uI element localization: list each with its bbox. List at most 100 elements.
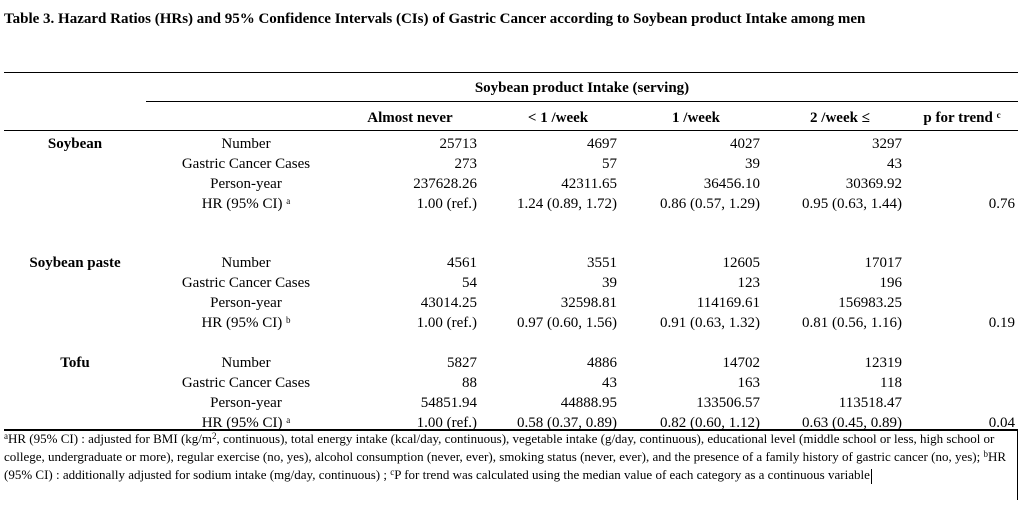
table-title: Table 3. Hazard Ratios (HRs) and 95% Con…	[4, 11, 866, 27]
row-label: HR (95% CI) b	[146, 313, 346, 333]
col-header-p-trend: p for trend c	[906, 108, 1018, 128]
table-cell: 196	[879, 275, 903, 291]
table-cell: 1.00 (ref.)	[416, 315, 477, 331]
row-label: Gastric Cancer Cases	[146, 154, 346, 174]
table-cell: 32598.81	[560, 295, 617, 311]
table-cell: 0.63 (0.45, 0.89)	[802, 415, 902, 431]
col-header-almost-never: Almost never	[367, 110, 453, 126]
table-cell: 43014.25	[420, 295, 477, 311]
table-cell: 4027	[730, 136, 760, 152]
row-label-text: Gastric Cancer Cases	[181, 156, 311, 172]
table-cell: 273	[454, 156, 478, 172]
table-cell: 0.91 (0.63, 1.32)	[660, 315, 760, 331]
row-label-text: Person-year	[210, 176, 282, 192]
row-label-sup: a	[286, 196, 291, 206]
p-trend-cell: 0.76	[988, 196, 1015, 212]
footnote-a-mark: a	[4, 431, 8, 441]
p-trend-cell: 0.04	[988, 415, 1015, 431]
row-label: Person-year	[146, 174, 346, 194]
footnote-a-text: HR (95% CI) : adjusted for BMI (kg/m	[8, 431, 213, 446]
top-rule	[4, 72, 1018, 73]
group-name: Tofu	[60, 355, 90, 371]
table-cell: 42311.65	[561, 176, 617, 192]
table-cell: 12605	[722, 255, 761, 271]
footnote-right-border	[1017, 430, 1018, 500]
row-label-text: HR (95% CI)	[201, 196, 283, 212]
table-cell: 0.81 (0.56, 1.16)	[802, 315, 902, 331]
col-header-2-week: 2 /week ≤	[810, 110, 870, 126]
table-cell: 30369.92	[845, 176, 902, 192]
footnote: aHR (95% CI) : adjusted for BMI (kg/m2, …	[4, 430, 1014, 484]
group-name: Soybean paste	[29, 255, 121, 271]
row-label-text: Number	[221, 355, 271, 371]
row-label: Person-year	[146, 393, 346, 413]
row-label-sup: b	[286, 315, 291, 325]
row-label-text: Gastric Cancer Cases	[181, 275, 311, 291]
text-cursor	[870, 468, 872, 484]
table-cell: 0.86 (0.57, 1.29)	[660, 196, 760, 212]
row-label: HR (95% CI) a	[146, 413, 346, 433]
table-cell: 54	[462, 275, 477, 291]
table-cell: 36456.10	[703, 176, 760, 192]
footnote-b-text: HR (95% CI) : additionally adjusted for …	[4, 449, 1007, 482]
row-label-text: Person-year	[210, 295, 282, 311]
table-cell: 237628.26	[413, 176, 477, 192]
span-header-rule	[146, 101, 1018, 102]
row-label-text: Gastric Cancer Cases	[181, 375, 311, 391]
row-label: Person-year	[146, 293, 346, 313]
table-cell: 1.24 (0.89, 1.72)	[517, 196, 617, 212]
p-trend-label: p for trend	[923, 110, 993, 126]
bottom-rule	[4, 429, 1018, 431]
table-cell: 0.97 (0.60, 1.56)	[517, 315, 617, 331]
table-cell: 1.00 (ref.)	[416, 415, 477, 431]
table-cell: 44888.95	[560, 395, 617, 411]
table-cell: 3297	[872, 136, 902, 152]
table-cell: 39	[602, 275, 617, 291]
col-header-1-week: 1 /week	[672, 110, 720, 126]
table-cell: 114169.61	[696, 295, 760, 311]
table-cell: 43	[602, 375, 617, 391]
row-label: Number	[146, 253, 346, 273]
table-cell: 17017	[864, 255, 903, 271]
table-cell: 118	[880, 375, 902, 391]
row-label: Number	[146, 353, 346, 373]
footnote-a-sup: 2	[212, 431, 217, 441]
table-cell: 123	[737, 275, 761, 291]
table-cell: 4561	[447, 255, 477, 271]
table-cell: 1.00 (ref.)	[416, 196, 477, 212]
p-trend-cell: 0.19	[988, 315, 1015, 331]
table-cell: 3551	[587, 255, 617, 271]
col-header-lt1-week: < 1 /week	[527, 110, 589, 126]
table-cell: 88	[462, 375, 477, 391]
row-label: Gastric Cancer Cases	[146, 273, 346, 293]
row-label: HR (95% CI) a	[146, 194, 346, 214]
row-label-text: HR (95% CI)	[201, 415, 283, 431]
row-label-text: Person-year	[210, 395, 282, 411]
table-cell: 0.58 (0.37, 0.89)	[517, 415, 617, 431]
footnote-a-rest: , continuous), total energy intake (kcal…	[4, 431, 995, 464]
table-cell: 57	[602, 156, 617, 172]
table-cell: 39	[745, 156, 760, 172]
row-label: Number	[146, 134, 346, 154]
footnote-c-mark: c	[390, 467, 395, 477]
p-trend-sup: c	[996, 110, 1001, 120]
row-label-text: Number	[221, 255, 271, 271]
row-label-text: HR (95% CI)	[201, 315, 283, 331]
table-cell: 0.82 (0.60, 1.12)	[660, 415, 760, 431]
header-rule	[4, 130, 1018, 131]
span-header: Soybean product Intake (serving)	[474, 80, 690, 96]
table-cell: 133506.57	[696, 395, 760, 411]
table-cell: 25713	[439, 136, 478, 152]
table-cell: 4886	[587, 355, 617, 371]
row-label-sup: a	[286, 415, 291, 425]
table-cell: 54851.94	[420, 395, 477, 411]
row-label: Gastric Cancer Cases	[146, 373, 346, 393]
footnote-c-text: P for trend was calculated using the med…	[394, 467, 870, 482]
table-cell: 14702	[722, 355, 761, 371]
table-cell: 0.95 (0.63, 1.44)	[802, 196, 902, 212]
footnote-b-mark: b	[983, 449, 988, 459]
table-cell: 5827	[447, 355, 477, 371]
table-cell: 12319	[864, 355, 903, 371]
table-cell: 156983.25	[838, 295, 902, 311]
table-cell: 4697	[587, 136, 617, 152]
